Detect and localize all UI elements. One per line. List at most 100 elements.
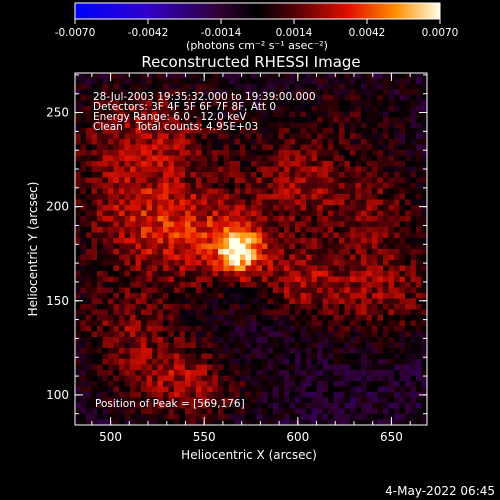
heatmap-cell bbox=[179, 73, 186, 80]
heatmap-cell bbox=[306, 155, 313, 162]
heatmap-cell bbox=[75, 359, 82, 366]
heatmap-cell bbox=[289, 188, 296, 195]
heatmap-cell bbox=[405, 337, 412, 344]
heatmap-cell bbox=[251, 205, 258, 212]
heatmap-cell bbox=[251, 293, 258, 300]
heatmap-cell bbox=[278, 100, 285, 107]
heatmap-cell bbox=[185, 232, 192, 239]
heatmap-cell bbox=[75, 194, 82, 201]
heatmap-cell bbox=[295, 287, 302, 294]
heatmap-cell bbox=[410, 271, 417, 278]
heatmap-cell bbox=[421, 232, 427, 239]
heatmap-cell bbox=[207, 73, 214, 80]
heatmap-cell bbox=[267, 397, 274, 404]
heatmap-cell bbox=[377, 342, 384, 349]
heatmap-cell bbox=[135, 337, 142, 344]
heatmap-cell bbox=[300, 221, 307, 228]
heatmap-cell bbox=[113, 84, 120, 91]
heatmap-cell bbox=[108, 232, 115, 239]
heatmap-cell bbox=[174, 155, 181, 162]
y-axis-label: Heliocentric Y (arcsec) bbox=[26, 182, 40, 317]
heatmap-cell bbox=[146, 188, 153, 195]
heatmap-cell bbox=[372, 353, 379, 360]
heatmap-cell bbox=[174, 194, 181, 201]
heatmap-cell bbox=[124, 111, 131, 118]
heatmap-cell bbox=[394, 403, 401, 410]
heatmap-cell bbox=[174, 133, 181, 140]
heatmap-cell bbox=[289, 419, 296, 425]
heatmap-cell bbox=[256, 183, 263, 190]
heatmap-cell bbox=[328, 392, 335, 399]
heatmap-cell bbox=[256, 199, 263, 206]
heatmap-cell bbox=[212, 353, 219, 360]
heatmap-cell bbox=[196, 238, 203, 245]
heatmap-cell bbox=[119, 84, 126, 91]
heatmap-cell bbox=[399, 271, 406, 278]
heatmap-cell bbox=[234, 139, 241, 146]
heatmap-cell bbox=[306, 342, 313, 349]
heatmap-cell bbox=[201, 337, 208, 344]
heatmap-cell bbox=[124, 293, 131, 300]
heatmap-cell bbox=[245, 133, 252, 140]
heatmap-cell bbox=[372, 386, 379, 393]
heatmap-cell bbox=[300, 419, 307, 425]
heatmap-cell bbox=[130, 210, 137, 217]
heatmap-cell bbox=[372, 84, 379, 91]
heatmap-cell bbox=[333, 392, 340, 399]
heatmap-cell bbox=[273, 150, 280, 157]
heatmap-cell bbox=[240, 89, 247, 96]
heatmap-cell bbox=[251, 188, 258, 195]
heatmap-cell bbox=[322, 260, 329, 267]
heatmap-cell bbox=[333, 166, 340, 173]
heatmap-cell bbox=[229, 304, 236, 311]
heatmap-cell bbox=[311, 348, 318, 355]
heatmap-cell bbox=[196, 243, 203, 250]
heatmap-cell bbox=[262, 150, 269, 157]
heatmap-cell bbox=[256, 128, 263, 135]
heatmap-cell bbox=[80, 133, 87, 140]
heatmap-cell bbox=[377, 161, 384, 168]
heatmap-cell bbox=[262, 342, 269, 349]
heatmap-cell bbox=[289, 342, 296, 349]
heatmap-cell bbox=[350, 177, 357, 184]
heatmap-cell bbox=[86, 194, 93, 201]
heatmap-cell bbox=[394, 216, 401, 223]
heatmap-cell bbox=[146, 348, 153, 355]
heatmap-cell bbox=[372, 73, 379, 80]
heatmap-cell bbox=[229, 342, 236, 349]
heatmap-cell bbox=[245, 161, 252, 168]
heatmap-cell bbox=[394, 375, 401, 382]
heatmap-cell bbox=[394, 342, 401, 349]
heatmap-cell bbox=[201, 177, 208, 184]
heatmap-cell bbox=[355, 172, 362, 179]
heatmap-cell bbox=[278, 293, 285, 300]
heatmap-cell bbox=[350, 155, 357, 162]
heatmap-cell bbox=[185, 364, 192, 371]
heatmap-cell bbox=[399, 111, 406, 118]
heatmap-cell bbox=[388, 359, 395, 366]
heatmap-cell bbox=[146, 254, 153, 261]
heatmap-cell bbox=[410, 128, 417, 135]
heatmap-cell bbox=[421, 139, 427, 146]
heatmap-cell bbox=[102, 194, 109, 201]
heatmap-cell bbox=[234, 276, 241, 283]
heatmap-cell bbox=[146, 331, 153, 338]
heatmap-cell bbox=[185, 128, 192, 135]
heatmap-cell bbox=[218, 392, 225, 399]
heatmap-cell bbox=[333, 150, 340, 157]
heatmap-cell bbox=[350, 172, 357, 179]
heatmap-cell bbox=[97, 315, 104, 322]
heatmap-cell bbox=[295, 183, 302, 190]
heatmap-cell bbox=[130, 342, 137, 349]
heatmap-cell bbox=[91, 95, 98, 102]
heatmap-cell bbox=[262, 414, 269, 421]
heatmap-cell bbox=[113, 364, 120, 371]
heatmap-cell bbox=[311, 117, 318, 124]
heatmap-cell bbox=[328, 364, 335, 371]
heatmap-cell bbox=[317, 177, 324, 184]
heatmap-cell bbox=[196, 172, 203, 179]
heatmap-cell bbox=[311, 309, 318, 316]
heatmap-cell bbox=[218, 188, 225, 195]
heatmap-cell bbox=[295, 403, 302, 410]
heatmap-cell bbox=[141, 353, 148, 360]
